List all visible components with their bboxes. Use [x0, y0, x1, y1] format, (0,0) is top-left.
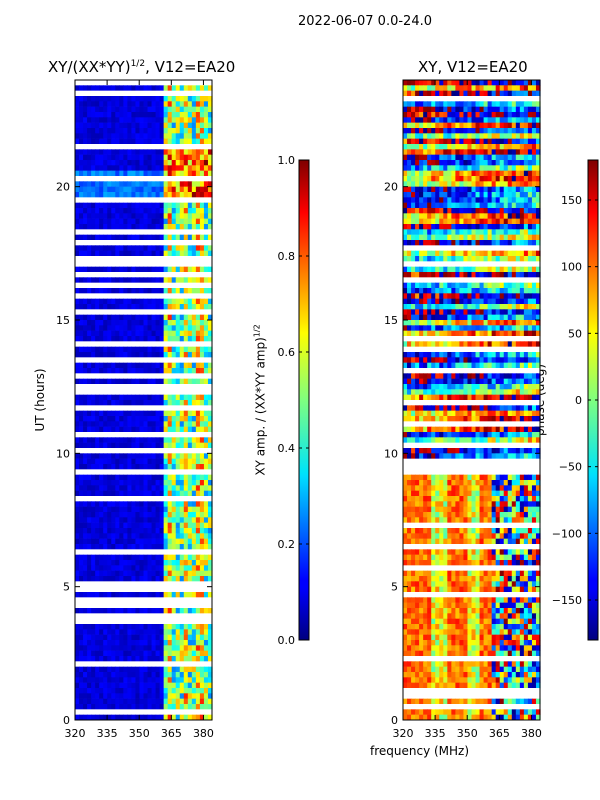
- x-tick-label-left: 320: [65, 727, 86, 740]
- x-tick-label-right: 320: [393, 727, 414, 740]
- x-tick-label-right: 335: [425, 727, 446, 740]
- left-title-main: XY/(XX*YY): [48, 58, 131, 76]
- amp-cb-tick-label: 0.8: [278, 250, 296, 263]
- axis-ticks: 320 335 350 365 380 0 5 10 15 20 320 335 350 365 380 0 5…: [56, 80, 598, 740]
- y-tick-label-right: 20: [384, 181, 398, 194]
- left-panel-title: XY/(XX*YY)1/2, V12=EA20: [48, 58, 235, 76]
- amplitude-colorbar: [298, 159, 310, 641]
- x-tick-label-right: 350: [457, 727, 478, 740]
- y-tick-label-left: 10: [56, 447, 70, 460]
- phase-cb-tick-label: −150: [552, 594, 582, 607]
- phase-cb-tick-label: 0: [575, 394, 582, 407]
- y-tick-label-right: 10: [384, 447, 398, 460]
- right-plot-frame: [402, 79, 541, 721]
- left-title-sup: 1/2: [130, 59, 146, 69]
- x-tick-label-left: 365: [161, 727, 182, 740]
- left-title-tail: , V12=EA20: [145, 58, 236, 76]
- phase-cb-tick-label: −100: [552, 527, 582, 540]
- y-tick-label-left: 15: [56, 314, 70, 327]
- phase-cb-tick-label: 50: [568, 327, 582, 340]
- y-tick-label-left: 0: [63, 714, 70, 727]
- amp-cb-tick-label: 0.4: [278, 442, 296, 455]
- phase-cb-tick-label: 100: [561, 261, 582, 274]
- y-tick-label-right: 5: [391, 581, 398, 594]
- x-tick-label-left: 350: [129, 727, 150, 740]
- left-plot-frame: [74, 79, 213, 721]
- amp-cb-tick-label: 0.2: [278, 538, 296, 551]
- x-axis-label: frequency (MHz): [370, 744, 470, 758]
- amp-cb-tick-label: 1.0: [278, 154, 296, 167]
- amp-cb-tick-label: 0.0: [278, 634, 296, 647]
- phase-heatmap: [403, 80, 541, 721]
- figure-suptitle: 2022-06-07 0.0-24.0: [298, 14, 432, 29]
- right-panel-title: XY, V12=EA20: [418, 58, 528, 76]
- amplitude-heatmap: [75, 80, 213, 721]
- y-tick-label-right: 15: [384, 314, 398, 327]
- y-tick-label-right: 0: [391, 714, 398, 727]
- y-tick-label-left: 5: [63, 581, 70, 594]
- amp-cb-tick-label: 0.6: [278, 346, 296, 359]
- y-tick-label-left: 20: [56, 181, 70, 194]
- x-tick-label-right: 365: [489, 727, 510, 740]
- x-tick-label-right: 380: [521, 727, 542, 740]
- phase-cb-tick-label: 150: [561, 194, 582, 207]
- phase-cb-tick-label: −50: [559, 461, 582, 474]
- x-tick-label-left: 335: [97, 727, 118, 740]
- x-tick-label-left: 380: [193, 727, 214, 740]
